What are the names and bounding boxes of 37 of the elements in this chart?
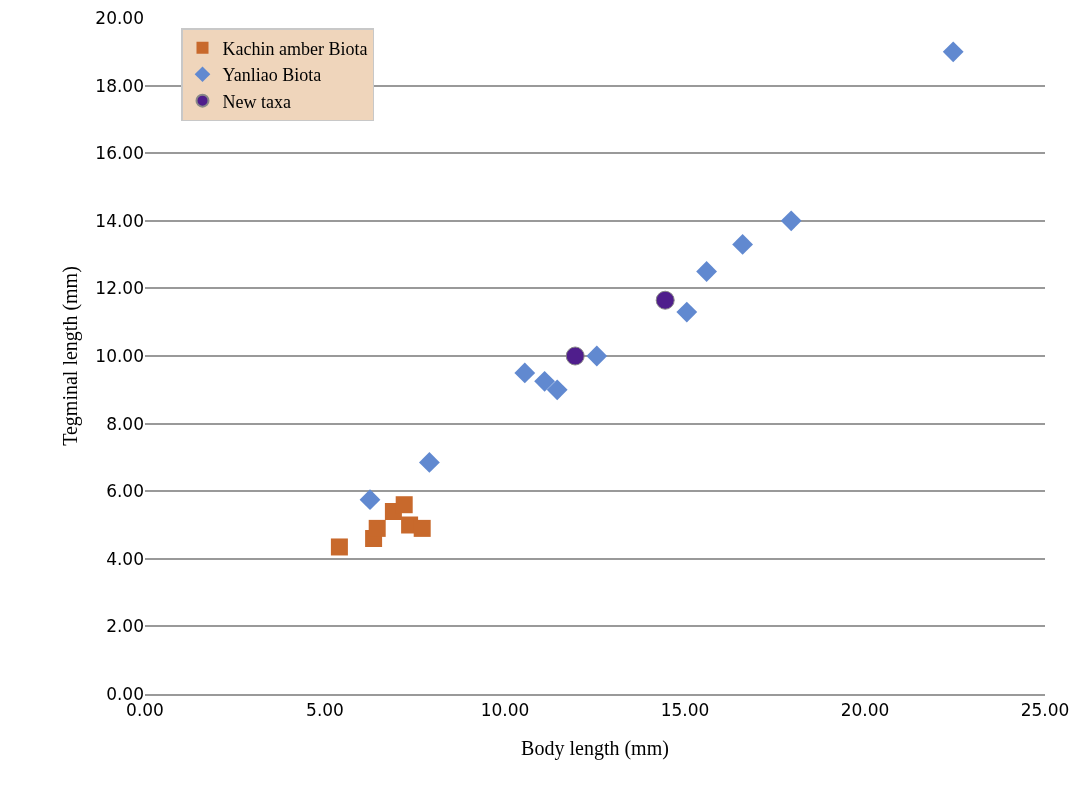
x-tick-label: 25.00 [1020,700,1070,721]
y-tick-label: 16.00 [95,143,144,164]
y-axis-title: Tegminal length (mm) [58,266,82,446]
y-tick-label: 10.00 [95,345,144,366]
x-axis-title: Body length (mm) [521,737,669,761]
point [676,301,698,323]
y-tick-label: 2.00 [106,616,144,637]
x-tick-label: 20.00 [840,700,890,721]
point [586,345,608,367]
legend-label: Yanliao Biota [222,65,322,86]
point [780,210,802,232]
y-tick-label: 14.00 [95,210,144,231]
y-tick-label: 12.00 [95,278,144,299]
point [413,519,431,537]
point [565,346,585,366]
y-tick-label: 6.00 [106,481,144,502]
y-tick-label: 18.00 [95,75,144,96]
point [696,261,717,282]
y-tick-label: 20.00 [95,7,144,28]
point [655,290,675,310]
x-tick-label: 5.00 [306,700,344,721]
point [534,370,555,392]
legend-label: New taxa [222,91,291,112]
point [546,379,568,401]
point [514,362,536,384]
legend-label: Kachin amber Biota [222,38,368,59]
point [395,496,413,514]
point [419,452,440,473]
y-tick-label: 8.00 [106,413,144,434]
point [732,234,753,255]
point [330,538,348,556]
point [359,489,381,511]
point [368,519,386,537]
point [942,41,964,63]
x-tick-label: 15.00 [660,700,710,721]
x-tick-label: 10.00 [480,700,530,721]
y-tick-label: 4.00 [106,548,144,569]
